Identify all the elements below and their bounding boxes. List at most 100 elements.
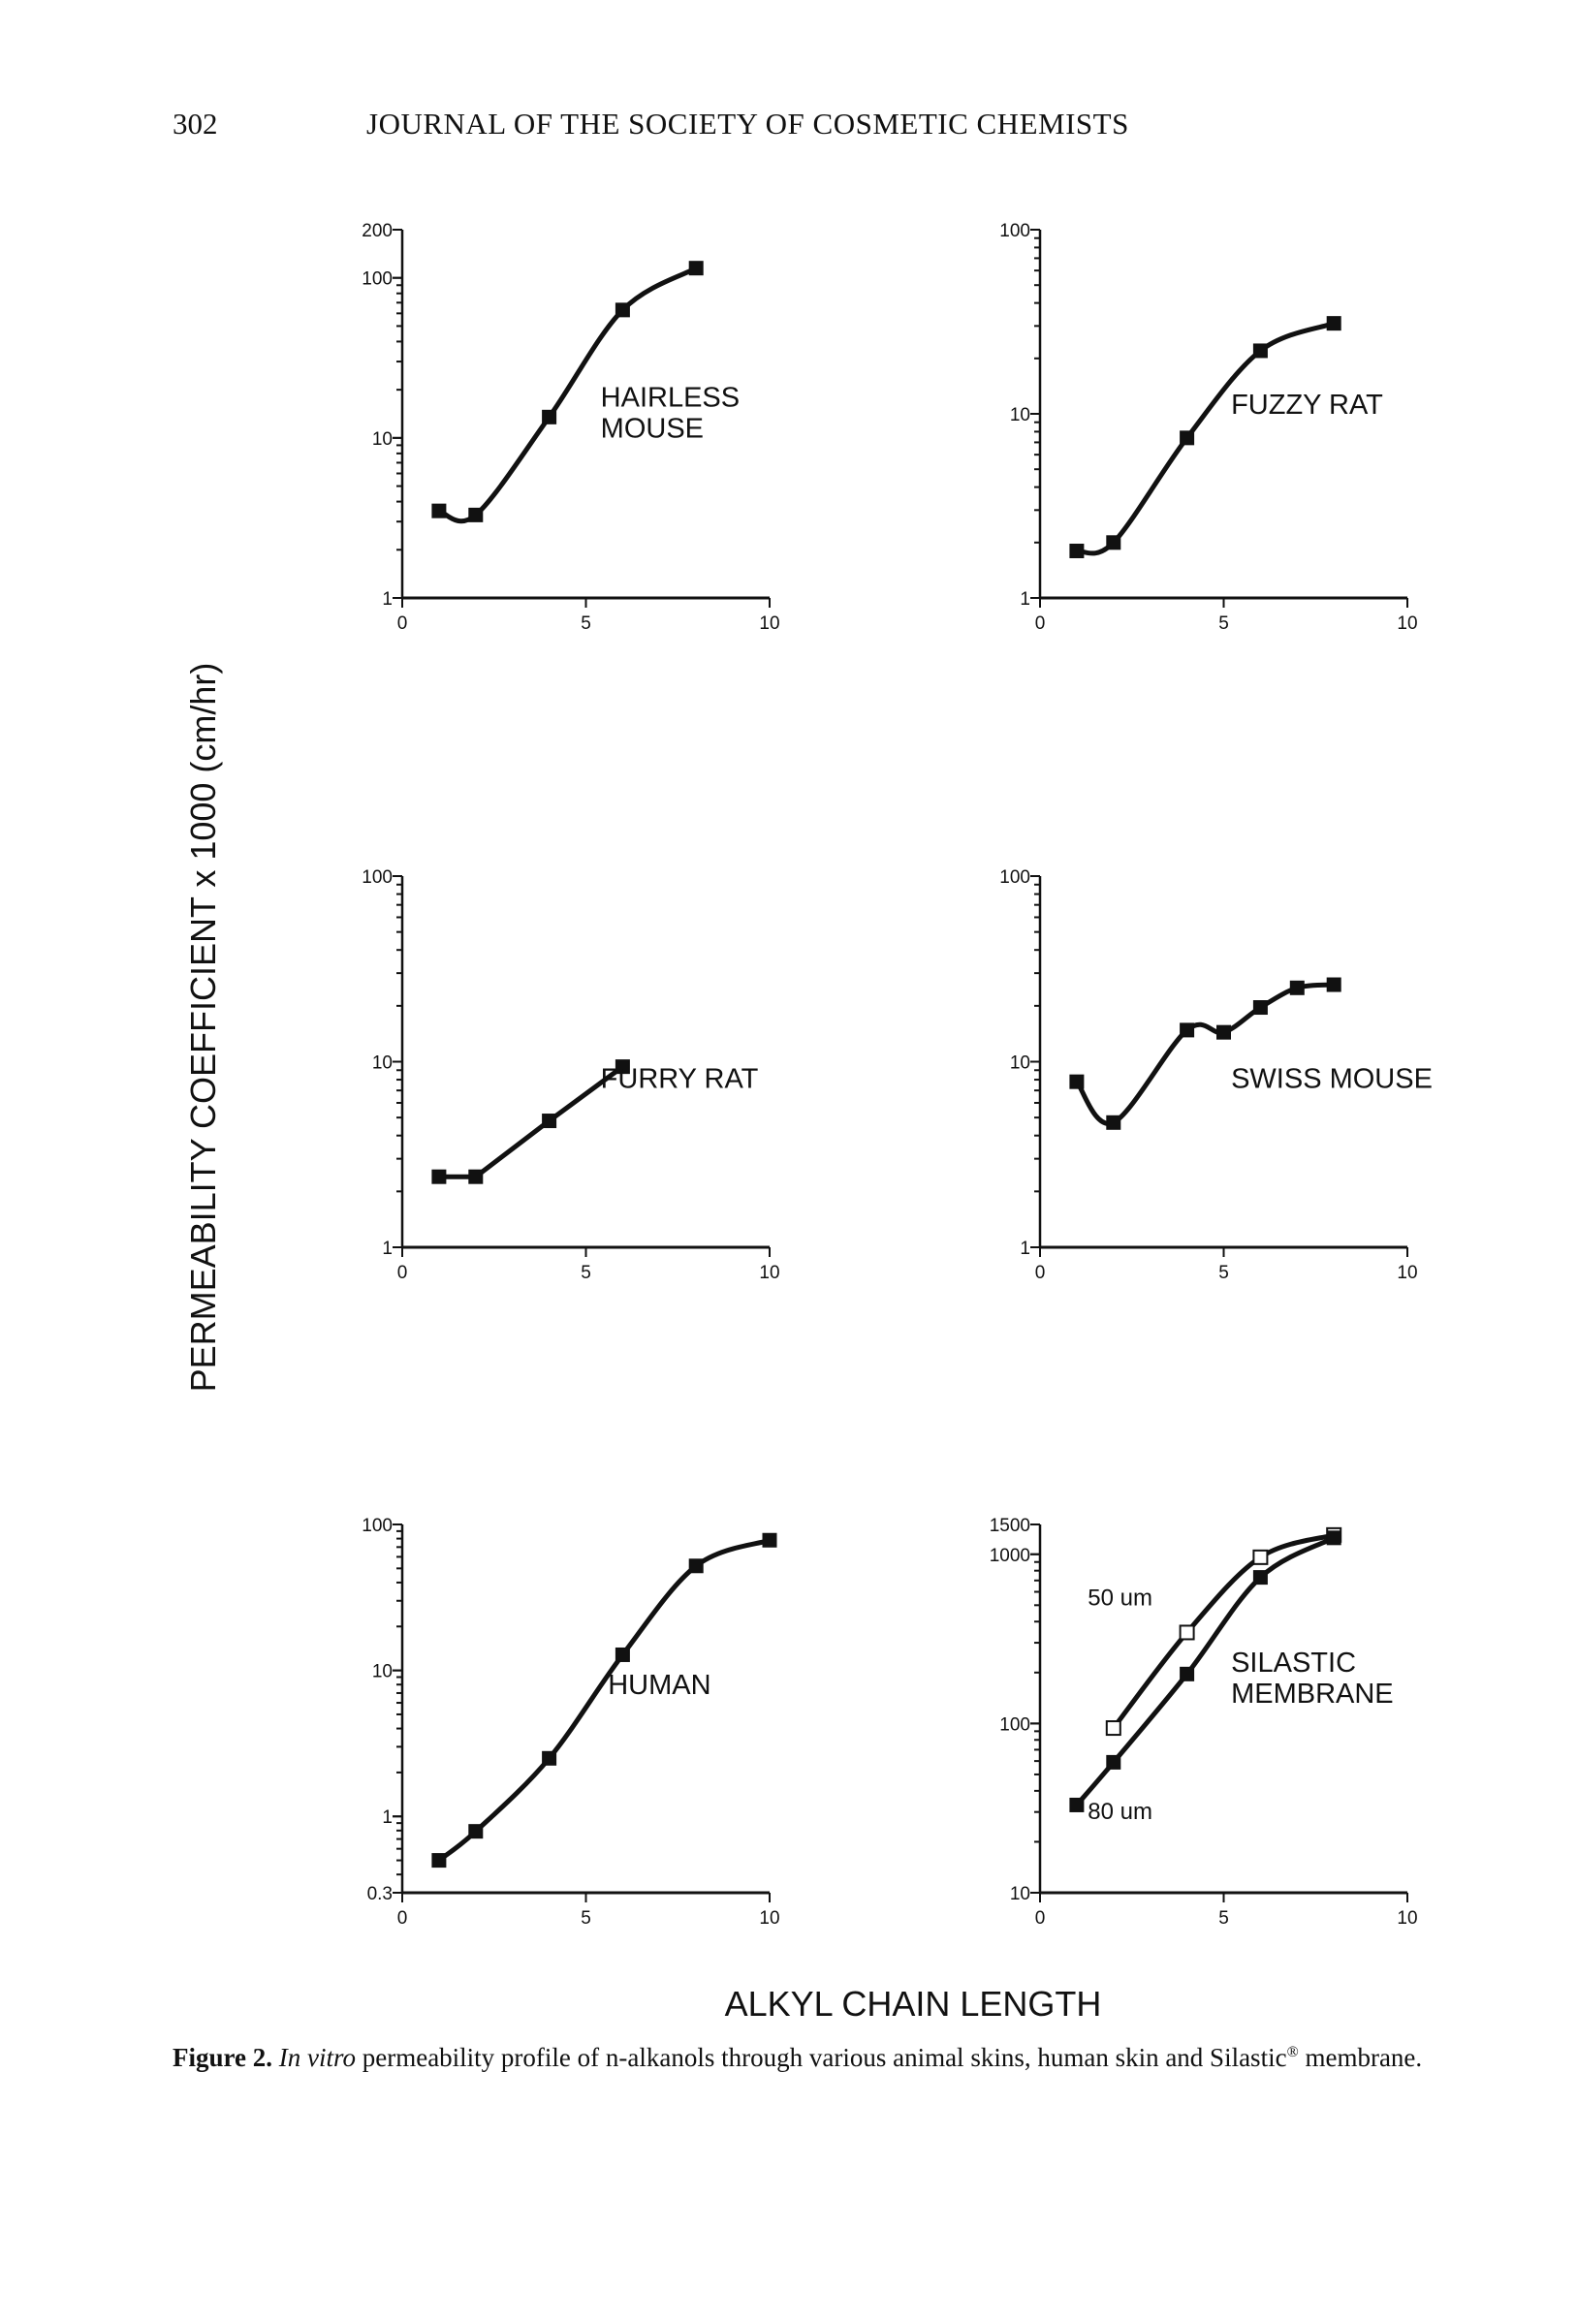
data-point bbox=[542, 409, 557, 424]
y-tick-label: 1500 bbox=[990, 1516, 1030, 1536]
series-line-human bbox=[437, 1537, 771, 1863]
panel-title: SILASTIC bbox=[1231, 1648, 1356, 1679]
panel-title: FUZZY RAT bbox=[1231, 390, 1383, 421]
data-point bbox=[542, 1750, 557, 1766]
y-tick-label: 100 bbox=[999, 1714, 1030, 1735]
y-tick-label: 100 bbox=[999, 867, 1030, 888]
data-point bbox=[468, 507, 484, 522]
data-point bbox=[615, 1647, 630, 1662]
series-line-50-um bbox=[1111, 1532, 1335, 1730]
y-tick-label: 200 bbox=[362, 221, 393, 241]
data-point bbox=[1069, 543, 1085, 558]
data-point bbox=[431, 1169, 447, 1184]
data-point bbox=[1252, 343, 1268, 359]
x-tick-label: 5 bbox=[581, 613, 591, 634]
series-line-fuzzy-rat bbox=[1076, 321, 1336, 556]
x-tick-label: 0 bbox=[397, 1263, 408, 1283]
data-point bbox=[431, 503, 447, 518]
page-number: 302 bbox=[173, 107, 218, 141]
data-point bbox=[542, 1114, 557, 1129]
y-tick-label: 1 bbox=[1020, 589, 1030, 610]
caption-text-2: membrane. bbox=[1298, 2043, 1423, 2072]
y-tick-label: 1 bbox=[382, 1239, 393, 1259]
y-tick-label: 1 bbox=[382, 589, 393, 610]
x-tick-label: 10 bbox=[759, 1908, 779, 1929]
y-tick-label: 100 bbox=[362, 269, 393, 290]
panel-title: FURRY RAT bbox=[601, 1063, 759, 1094]
x-tick-label: 10 bbox=[1397, 1908, 1417, 1929]
data-point bbox=[468, 1824, 484, 1839]
data-point bbox=[1252, 1570, 1268, 1586]
y-tick-label: 10 bbox=[372, 1053, 393, 1074]
data-point bbox=[1106, 1754, 1121, 1770]
y-tick-label: 10 bbox=[372, 1662, 393, 1682]
x-tick-label: 5 bbox=[1218, 1908, 1229, 1929]
y-tick-label: 10 bbox=[1010, 1884, 1030, 1904]
data-point bbox=[431, 1853, 447, 1869]
data-point bbox=[688, 261, 704, 276]
x-tick-label: 5 bbox=[581, 1263, 591, 1283]
x-tick-label: 5 bbox=[1218, 613, 1229, 634]
panel-title: MEMBRANE bbox=[1231, 1679, 1394, 1710]
figure-label: Figure 2. bbox=[173, 2043, 272, 2072]
y-tick-label: 0.3 bbox=[367, 1884, 393, 1904]
y-tick-label: 10 bbox=[372, 429, 393, 450]
x-axis-label: ALKYL CHAIN LENGTH bbox=[725, 1984, 1102, 2024]
series-line-furry-rat bbox=[438, 1064, 624, 1179]
data-point bbox=[1179, 1624, 1195, 1641]
caption-italic: In vitro bbox=[278, 2043, 356, 2072]
caption-text-1: permeability profile of n-alkanols throu… bbox=[355, 2043, 1287, 2072]
data-point bbox=[1289, 980, 1305, 995]
data-point bbox=[1326, 316, 1341, 331]
x-tick-label: 0 bbox=[1035, 613, 1046, 634]
journal-title: JOURNAL OF THE SOCIETY OF COSMETIC CHEMI… bbox=[366, 107, 1129, 141]
x-tick-label: 0 bbox=[397, 613, 408, 634]
x-tick-label: 5 bbox=[581, 1908, 591, 1929]
y-tick-label: 1 bbox=[1020, 1239, 1030, 1259]
data-point bbox=[1106, 1115, 1121, 1130]
y-tick-label: 100 bbox=[999, 221, 1030, 241]
panel-title: SWISS MOUSE bbox=[1231, 1063, 1433, 1094]
data-point bbox=[615, 302, 630, 318]
series-label: 80 um bbox=[1088, 1799, 1152, 1825]
x-tick-label: 10 bbox=[1397, 1263, 1417, 1283]
figure-caption: Figure 2. In vitro permeability profile … bbox=[173, 2035, 1433, 2075]
data-point bbox=[688, 1558, 704, 1574]
y-tick-label: 1000 bbox=[990, 1546, 1030, 1566]
y-tick-label: 1 bbox=[382, 1807, 393, 1828]
data-point bbox=[1069, 1797, 1085, 1812]
data-point bbox=[762, 1532, 777, 1548]
y-tick-label: 10 bbox=[1010, 405, 1030, 425]
registered-mark: ® bbox=[1286, 2044, 1299, 2060]
x-tick-label: 10 bbox=[759, 613, 779, 634]
x-tick-label: 0 bbox=[397, 1908, 408, 1929]
data-point bbox=[1180, 1022, 1195, 1038]
data-point bbox=[1105, 1720, 1121, 1737]
data-point bbox=[1180, 1666, 1195, 1681]
series-line-swiss-mouse bbox=[1074, 982, 1335, 1126]
data-point bbox=[468, 1169, 484, 1184]
x-tick-label: 5 bbox=[1218, 1263, 1229, 1283]
data-point bbox=[1180, 430, 1195, 446]
panel-title: MOUSE bbox=[601, 413, 704, 444]
x-tick-label: 10 bbox=[1397, 613, 1417, 634]
data-point bbox=[1106, 535, 1121, 550]
y-axis-label: PERMEABILITY COEFFICIENT x 1000 (cm/hr) bbox=[183, 663, 223, 1393]
x-tick-label: 0 bbox=[1035, 1908, 1046, 1929]
data-point bbox=[615, 1059, 630, 1075]
data-point bbox=[1326, 1530, 1341, 1546]
x-tick-label: 0 bbox=[1035, 1263, 1046, 1283]
data-point bbox=[1326, 977, 1341, 992]
panel-title: HAIRLESS bbox=[601, 382, 740, 413]
y-tick-label: 100 bbox=[362, 867, 393, 888]
data-point bbox=[1252, 1549, 1269, 1565]
x-tick-label: 10 bbox=[759, 1263, 779, 1283]
data-point bbox=[1216, 1024, 1231, 1040]
data-point bbox=[1252, 1000, 1268, 1016]
series-label: 50 um bbox=[1088, 1586, 1152, 1612]
panel-title: HUMAN bbox=[608, 1670, 710, 1701]
data-point bbox=[1069, 1074, 1085, 1089]
y-tick-label: 10 bbox=[1010, 1053, 1030, 1074]
y-tick-label: 100 bbox=[362, 1516, 393, 1536]
